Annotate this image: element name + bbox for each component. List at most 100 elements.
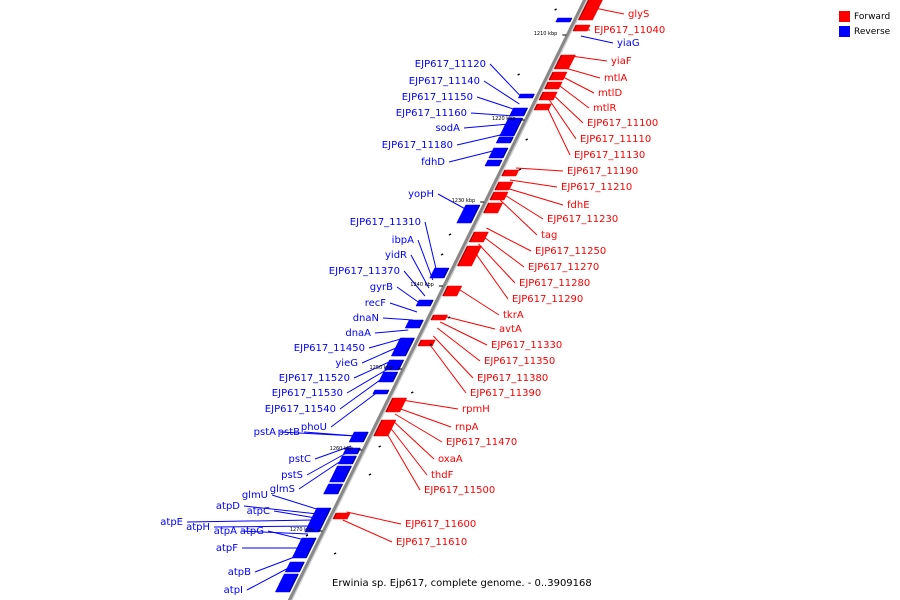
reverse-gene-feature (404, 319, 424, 329)
forward-gene-feature-edge (538, 91, 544, 101)
reverse-gene-feature-edge (318, 521, 325, 533)
reverse-gene-feature-edge (336, 483, 344, 495)
marker-dash (554, 8, 557, 11)
gene-label-psta: pstA (254, 427, 276, 438)
gene-label-ejp617-11190: EJP617_11190 (567, 166, 638, 177)
gene-label-ejp617-11330: EJP617_11330 (491, 340, 562, 351)
reverse-gene-feature (329, 473, 348, 483)
gene-features (274, 0, 603, 593)
gene-label-ejp617-11350: EJP617_11350 (484, 356, 555, 367)
gene-label-ejp617-11380: EJP617_11380 (477, 373, 548, 384)
gene-label-thdf: thdF (431, 470, 454, 481)
backbone-line (287, 0, 587, 600)
leader-ejp617-11190 (515, 167, 564, 172)
leader-atpe (186, 519, 315, 523)
tick-label: 1230 kbp (452, 198, 476, 204)
leader-ejp617-11120 (489, 63, 523, 99)
gene-label-mtld: mtlD (598, 88, 622, 99)
gene-label-ejp617-11290: EJP617_11290 (512, 294, 583, 305)
leader-avta (443, 315, 496, 330)
gene-label-mtlr: mtlR (593, 103, 616, 114)
leader-ejp617-11370 (403, 270, 426, 297)
leader-ejp617-11530 (346, 367, 390, 394)
leader-lines (186, 7, 625, 591)
reverse-gene-feature-edge (418, 319, 424, 329)
leader-ejp617-11130 (545, 105, 571, 156)
leader-rnpa (397, 407, 452, 428)
leader-recf (389, 302, 418, 313)
gene-label-ejp617-11160: EJP617_11160 (396, 108, 467, 119)
gene-label-ejp617-11110: EJP617_11110 (580, 134, 651, 145)
marker-dash (448, 233, 452, 236)
gene-label-ejp617-11130: EJP617_11130 (574, 150, 645, 161)
reverse-gene-feature-edge (470, 204, 481, 224)
leader-glms (298, 457, 346, 490)
gene-label-glms: glmS (270, 484, 295, 495)
gene-label-yieg: yieG (335, 358, 358, 369)
gene-label-atpf: atpF (216, 543, 238, 554)
forward-gene-feature-edge (417, 339, 422, 347)
tick-label: 1270 kbp (290, 527, 314, 533)
reverse-gene-feature (509, 107, 528, 117)
tick-label: 1250 kbp (369, 365, 393, 371)
leader-phou (330, 391, 379, 428)
forward-gene-feature-edge (494, 181, 500, 191)
reverse-gene-feature-edge (513, 127, 519, 137)
gene-label-oxaa: oxaA (438, 454, 463, 465)
gene-label-ejp617-11500: EJP617_11500 (424, 485, 495, 496)
gene-label-recf: recF (365, 298, 387, 309)
leader-ejp617-11160 (470, 112, 514, 117)
gene-label-ibpa: ibpA (392, 235, 414, 246)
leader-pstb (303, 431, 357, 437)
genome-backbone (287, 0, 588, 600)
gene-label-atph: atpH (186, 522, 210, 533)
reverse-gene-feature-edge (429, 299, 434, 307)
leader-ejp617-11330 (439, 321, 488, 346)
gene-label-atpb: atpB (228, 567, 251, 578)
reverse-gene-feature-edge (310, 537, 317, 549)
tick-label: 1240 kbp (410, 282, 434, 288)
forward-gene-feature-edge (457, 245, 469, 267)
legend-reverse-label: Reverse (854, 26, 891, 37)
leader-ejp617-11390 (428, 343, 467, 394)
gene-label-ejp617-11140: EJP617_11140 (409, 76, 480, 87)
gene-label-yiaf: yiaF (611, 56, 632, 67)
gene-label-ejp617-11520: EJP617_11520 (279, 373, 350, 384)
leader-ejp617-11180 (456, 133, 505, 146)
forward-gene-feature (489, 191, 509, 201)
marker-dash (518, 168, 522, 171)
marker-dash (440, 253, 444, 256)
leader-atpc (273, 510, 316, 519)
gene-label-ejp617-11310: EJP617_11310 (350, 217, 421, 228)
marker-dash (429, 343, 433, 346)
leader-psts (306, 451, 349, 476)
reverse-gene-feature-edge (522, 107, 528, 117)
leader-fdhe (505, 187, 564, 206)
leader-ejp617-11230 (502, 193, 544, 220)
marker-dash (447, 316, 451, 319)
reverse-gene-feature-edge (342, 473, 348, 483)
gene-label-dnaa: dnaA (345, 328, 371, 339)
reverse-gene-feature-edge (386, 389, 390, 395)
reverse-gene-feature-edge (443, 267, 450, 279)
leader-ibpa (417, 239, 434, 281)
gene-label-mtla: mtlA (604, 73, 627, 84)
leader-rpmh (401, 399, 459, 410)
reverse-gene-feature-edge (397, 359, 405, 371)
leader-tag (499, 199, 538, 236)
tick-label: 1220 kbp (492, 116, 516, 122)
gene-label-ejp617-11600: EJP617_11600 (405, 519, 476, 530)
leader-tkra (456, 287, 500, 316)
reverse-gene-feature (517, 93, 535, 99)
leader-ejp617-11540 (339, 375, 386, 410)
gene-label-glys: glyS (628, 9, 649, 20)
gene-label-atpd: atpD (216, 501, 240, 512)
gene-label-ejp617-11250: EJP617_11250 (535, 246, 606, 257)
forward-gene-feature (548, 71, 568, 81)
gene-labels: glyS EJP617_11040 yiaG yiaF mtlA mtlD mtlR EJP6… (160, 9, 665, 596)
marker-dash (368, 473, 372, 476)
leader-atpg (267, 530, 306, 541)
reverse-gene-feature-edge (298, 561, 305, 573)
reverse-gene-feature-edge (323, 507, 332, 523)
